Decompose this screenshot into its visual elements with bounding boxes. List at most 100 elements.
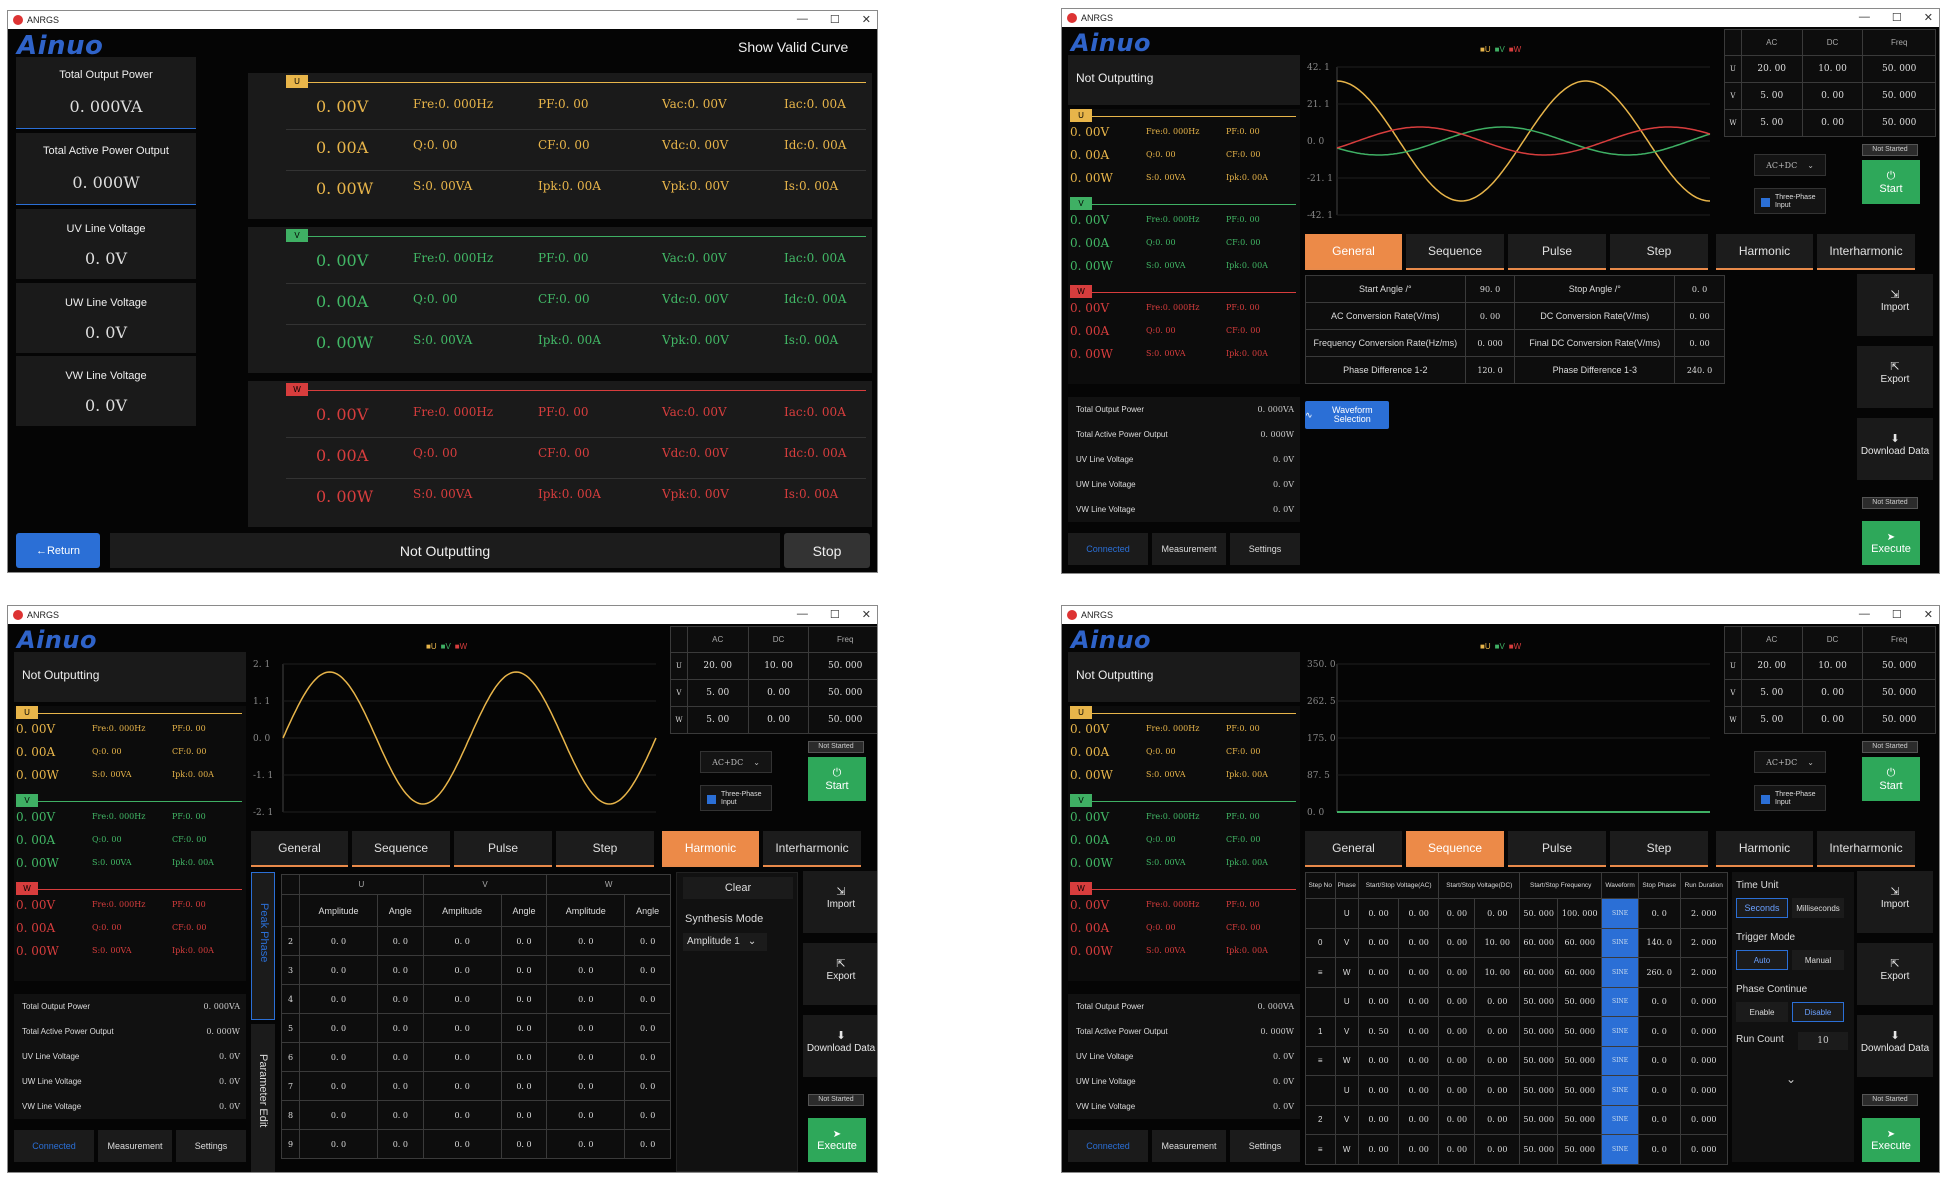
harmonic-cell[interactable]: 0. 0 <box>500 1042 548 1072</box>
harmonic-cell[interactable]: 0. 0 <box>422 1013 502 1043</box>
sequence-cell[interactable]: 0. 00 <box>1398 1045 1440 1076</box>
tab-step[interactable]: Step <box>1610 831 1708 867</box>
setpoint-cell[interactable]: 50. 000 <box>1862 55 1936 83</box>
parameter-edit-tab[interactable]: Parameter Edit <box>251 1024 275 1172</box>
waveform-chip[interactable]: SINE <box>1601 898 1639 929</box>
setpoint-cell[interactable]: 0. 00 <box>747 679 810 707</box>
export-button[interactable]: ⇱ Export <box>1857 943 1933 1005</box>
param-value[interactable]: 0. 00 <box>1674 302 1725 330</box>
setpoint-cell[interactable]: 50. 000 <box>808 679 877 707</box>
harmonic-cell[interactable]: 0. 0 <box>500 1129 548 1159</box>
tab-interharmonic[interactable]: Interharmonic <box>1817 831 1915 867</box>
tab-sequence[interactable]: Sequence <box>1406 234 1504 270</box>
setpoint-cell[interactable]: 50. 000 <box>808 652 877 680</box>
setpoint-cell[interactable]: 10. 00 <box>1801 55 1864 83</box>
enable-toggle[interactable]: Enable <box>1736 1002 1788 1022</box>
sequence-cell[interactable]: 0. 00 <box>1474 1075 1521 1106</box>
sequence-cell[interactable]: 0. 00 <box>1438 1075 1476 1106</box>
sequence-cell[interactable]: 0. 00 <box>1438 898 1476 929</box>
harmonic-cell[interactable]: 0. 0 <box>624 984 671 1014</box>
minimize-icon[interactable]: — <box>1858 11 1870 23</box>
harmonic-cell[interactable]: 0. 0 <box>422 1129 502 1159</box>
harmonic-cell[interactable]: 0. 0 <box>500 1071 548 1101</box>
sequence-cell[interactable]: 0. 000 <box>1679 1075 1729 1106</box>
maximize-icon[interactable]: ☐ <box>1891 609 1902 621</box>
harmonic-cell[interactable]: 0. 0 <box>299 1129 378 1159</box>
sequence-cell[interactable]: 50. 000 <box>1557 1016 1603 1047</box>
close-icon[interactable]: ✕ <box>861 14 871 26</box>
setpoint-cell[interactable]: 50. 000 <box>808 706 877 734</box>
maximize-icon[interactable]: ☐ <box>829 609 840 621</box>
setpoint-cell[interactable]: 50. 000 <box>1862 679 1936 707</box>
setpoint-cell[interactable]: 50. 000 <box>1862 109 1936 137</box>
harmonic-cell[interactable]: 0. 0 <box>546 1013 626 1043</box>
nav-connected[interactable]: Connected <box>1068 533 1148 565</box>
harmonic-cell[interactable]: 0. 0 <box>624 1100 671 1130</box>
waveform-chip[interactable]: SINE <box>1601 1016 1639 1047</box>
harmonic-cell[interactable]: 0. 0 <box>422 984 502 1014</box>
waveform-selection-button[interactable]: ∿ Waveform Selection <box>1305 401 1389 429</box>
sequence-cell[interactable]: 0. 00 <box>1398 898 1440 929</box>
sequence-cell[interactable]: 0. 000 <box>1679 1045 1729 1076</box>
sequence-cell[interactable]: 50. 000 <box>1519 1134 1559 1165</box>
param-value[interactable]: 0. 00 <box>1674 329 1725 357</box>
tab-harmonic[interactable]: Harmonic <box>1716 831 1813 867</box>
setpoint-cell[interactable]: 20. 00 <box>1740 652 1803 680</box>
harmonic-cell[interactable]: 0. 0 <box>546 1071 626 1101</box>
sequence-cell[interactable]: 50. 000 <box>1557 986 1603 1017</box>
sequence-cell[interactable]: 60. 000 <box>1557 957 1603 988</box>
setpoint-cell[interactable]: 5. 00 <box>1740 82 1803 110</box>
download-data-button[interactable]: ⬇ Download Data <box>1857 418 1933 480</box>
sequence-cell[interactable]: 0. 0 <box>1637 986 1681 1017</box>
sequence-cell[interactable]: 0. 00 <box>1357 898 1400 929</box>
minimize-icon[interactable]: — <box>1858 608 1870 620</box>
harmonic-cell[interactable]: 0. 0 <box>624 926 671 956</box>
export-button[interactable]: ⇱ Export <box>1857 346 1933 408</box>
nav-measurement[interactable]: Measurement <box>1152 533 1226 565</box>
sequence-cell[interactable]: 2. 000 <box>1679 898 1729 929</box>
sequence-cell[interactable]: 0. 0 <box>1637 1134 1681 1165</box>
sequence-cell[interactable]: 0. 0 <box>1637 898 1681 929</box>
import-button[interactable]: ⇲ Import <box>1857 871 1933 933</box>
nav-measurement[interactable]: Measurement <box>98 1130 172 1162</box>
harmonic-cell[interactable]: 0. 0 <box>500 984 548 1014</box>
setpoint-cell[interactable]: 5. 00 <box>1740 109 1803 137</box>
sequence-cell[interactable]: 0. 0 <box>1637 1104 1681 1135</box>
sequence-cell[interactable]: 0. 00 <box>1474 1016 1521 1047</box>
tab-harmonic[interactable]: Harmonic <box>1716 234 1813 270</box>
harmonic-cell[interactable]: 0. 0 <box>299 1042 378 1072</box>
execute-button[interactable]: ➤ Execute <box>1862 521 1920 565</box>
harmonic-cell[interactable]: 0. 0 <box>376 984 424 1014</box>
sequence-cell[interactable]: 50. 000 <box>1519 1104 1559 1135</box>
sequence-cell[interactable]: 0. 00 <box>1474 1045 1521 1076</box>
harmonic-cell[interactable]: 0. 0 <box>422 955 502 985</box>
tab-general[interactable]: General <box>1305 831 1402 867</box>
sequence-cell[interactable]: 0. 0 <box>1637 1045 1681 1076</box>
param-value[interactable]: 120. 0 <box>1464 356 1516 384</box>
waveform-chip[interactable]: SINE <box>1601 1104 1639 1135</box>
start-button[interactable]: ⏻ Start <box>1862 160 1920 204</box>
harmonic-cell[interactable]: 0. 0 <box>624 1071 671 1101</box>
three-phase-checkbox[interactable]: Three-Phase Input <box>700 785 772 811</box>
waveform-chip[interactable]: SINE <box>1601 986 1639 1017</box>
setpoint-cell[interactable]: 5. 00 <box>1740 706 1803 734</box>
sequence-cell[interactable]: 0. 00 <box>1438 1045 1476 1076</box>
waveform-chip[interactable]: SINE <box>1601 1045 1639 1076</box>
setpoint-cell[interactable]: 0. 00 <box>1801 109 1864 137</box>
sequence-cell[interactable]: 50. 000 <box>1557 1075 1603 1106</box>
sequence-cell[interactable]: 50. 000 <box>1519 1045 1559 1076</box>
nav-settings[interactable]: Settings <box>1230 1130 1300 1162</box>
setpoint-cell[interactable]: 0. 00 <box>1801 679 1864 707</box>
setpoint-cell[interactable]: 50. 000 <box>1862 706 1936 734</box>
sequence-cell[interactable]: 50. 000 <box>1519 1075 1559 1106</box>
harmonic-cell[interactable]: 0. 0 <box>500 1100 548 1130</box>
sequence-cell[interactable]: 2. 000 <box>1679 957 1729 988</box>
harmonic-cell[interactable]: 0. 0 <box>422 1071 502 1101</box>
sequence-cell[interactable]: 0. 00 <box>1438 957 1476 988</box>
sequence-cell[interactable]: 0. 00 <box>1398 1134 1440 1165</box>
nav-measurement[interactable]: Measurement <box>1152 1130 1226 1162</box>
sequence-cell[interactable]: 2. 000 <box>1679 927 1729 958</box>
tab-pulse[interactable]: Pulse <box>1508 831 1606 867</box>
milliseconds-toggle[interactable]: Milliseconds <box>1792 898 1844 918</box>
tab-general[interactable]: General <box>1305 234 1402 270</box>
